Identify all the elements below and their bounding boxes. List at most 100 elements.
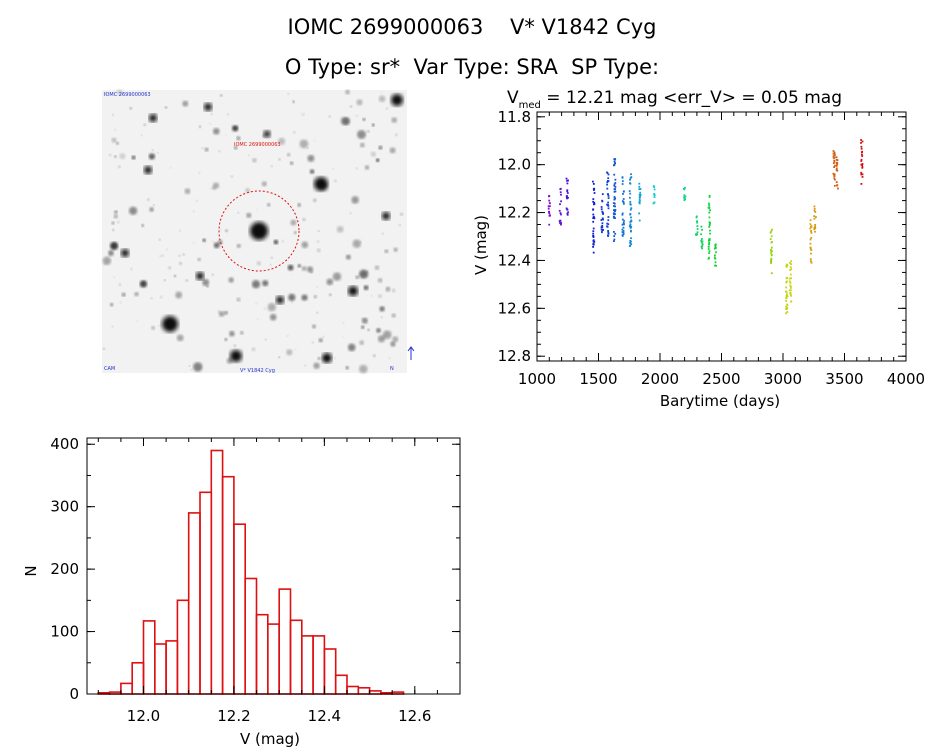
y-tick-label: 200: [50, 560, 79, 578]
light-curve-point: [601, 217, 604, 220]
light-curve-point: [613, 184, 616, 187]
star-dot: [117, 220, 120, 224]
star-dot: [188, 365, 191, 367]
star-dot: [121, 292, 126, 297]
star-dot: [345, 89, 350, 95]
light-curve-point: [592, 208, 594, 211]
star-dot: [306, 267, 309, 270]
light-curve-point: [790, 260, 793, 263]
light-curve-point: [622, 198, 625, 200]
light-curve-point: [606, 171, 608, 174]
star-dot: [229, 330, 235, 337]
x-tick-label: 2000: [641, 370, 679, 388]
light-curve-point: [813, 205, 816, 208]
histogram-bar: [278, 588, 292, 695]
star-dot: [193, 242, 195, 244]
light-curve-point: [622, 230, 625, 232]
star-dot: [294, 348, 297, 351]
star-dot: [196, 200, 198, 202]
star-dot: [318, 230, 320, 232]
star-dot: [262, 280, 269, 287]
star-dot: [317, 357, 321, 360]
star-dot: [301, 294, 308, 301]
light-curve-point: [810, 252, 812, 255]
light-curve-point: [708, 250, 711, 253]
light-curve-point: [630, 226, 633, 228]
star-dot: [361, 317, 368, 324]
light-curve-point: [566, 190, 569, 193]
light-curve-point: [769, 231, 772, 234]
light-curve-point: [629, 201, 632, 203]
star-dot: [192, 210, 195, 213]
light-curve-point: [813, 215, 816, 217]
star-dot: [114, 210, 118, 214]
star-dot: [392, 336, 399, 343]
light-curve-point: [613, 240, 615, 242]
star-dot: [288, 293, 296, 301]
star-dot: [351, 196, 359, 204]
histogram-bar: [154, 643, 167, 695]
star-dot: [359, 269, 369, 279]
light-curve-point: [786, 295, 789, 298]
star-dot: [129, 206, 138, 215]
light-curve-point: [814, 224, 817, 226]
light-curve-point: [708, 238, 711, 241]
light-curve-point: [567, 196, 569, 199]
light-curve-point: [789, 291, 792, 294]
light-curve-point: [836, 162, 839, 164]
light-curve-point: [621, 234, 624, 236]
star-dot: [270, 165, 273, 168]
light-curve-point: [592, 239, 595, 242]
light-curve-point: [630, 216, 632, 219]
light-curve-point: [785, 286, 787, 289]
light-curve-point: [630, 220, 633, 223]
light-curve-point: [708, 194, 711, 197]
light-curve-point: [709, 232, 711, 235]
light-curve-point: [788, 277, 791, 280]
star-dot: [141, 224, 144, 227]
light-curve-point: [592, 236, 595, 238]
light-curve-point: [770, 248, 772, 251]
light-curve-point: [708, 226, 711, 228]
star-dot: [328, 115, 331, 118]
light-curve-point: [708, 240, 710, 242]
star-dot: [256, 318, 259, 320]
light-curve-point: [548, 211, 550, 213]
light-curve-point: [593, 203, 596, 205]
light-curve-point: [713, 256, 716, 259]
star-dot: [185, 279, 188, 282]
star-dot: [198, 172, 201, 174]
light-curve-point: [593, 192, 596, 194]
star-dot: [212, 186, 216, 190]
light-curve-point: [613, 160, 616, 163]
light-curve-point: [790, 287, 792, 289]
light-curve-point: [833, 166, 835, 168]
star-dot: [267, 203, 271, 207]
light-curve-point: [606, 222, 609, 225]
light-curve-point: [629, 213, 632, 216]
light-curve-point: [786, 264, 789, 267]
light-curve-point: [814, 227, 817, 229]
star-dot: [301, 266, 307, 271]
light-curve-point: [771, 228, 773, 231]
bright-star: [204, 103, 212, 111]
bright-star: [149, 114, 157, 122]
light-curve-point: [696, 228, 699, 230]
star-dot: [382, 330, 392, 340]
light-curve-point: [653, 201, 656, 204]
star-dot: [159, 295, 163, 299]
light-curve-point: [707, 257, 710, 260]
light-curve-point: [559, 187, 562, 190]
star-dot: [113, 214, 118, 219]
star-dot: [400, 212, 403, 216]
light-curve-point: [695, 215, 698, 218]
light-curve-point: [708, 222, 711, 225]
light-curve-point: [607, 207, 610, 210]
star-dot: [378, 294, 382, 299]
light-curve-point: [630, 237, 632, 240]
light-curve-point: [700, 245, 703, 248]
light-curve-point: [621, 200, 624, 202]
light-curve-point: [833, 184, 836, 187]
light-curve-point: [593, 240, 596, 243]
histogram-bar: [255, 613, 269, 695]
